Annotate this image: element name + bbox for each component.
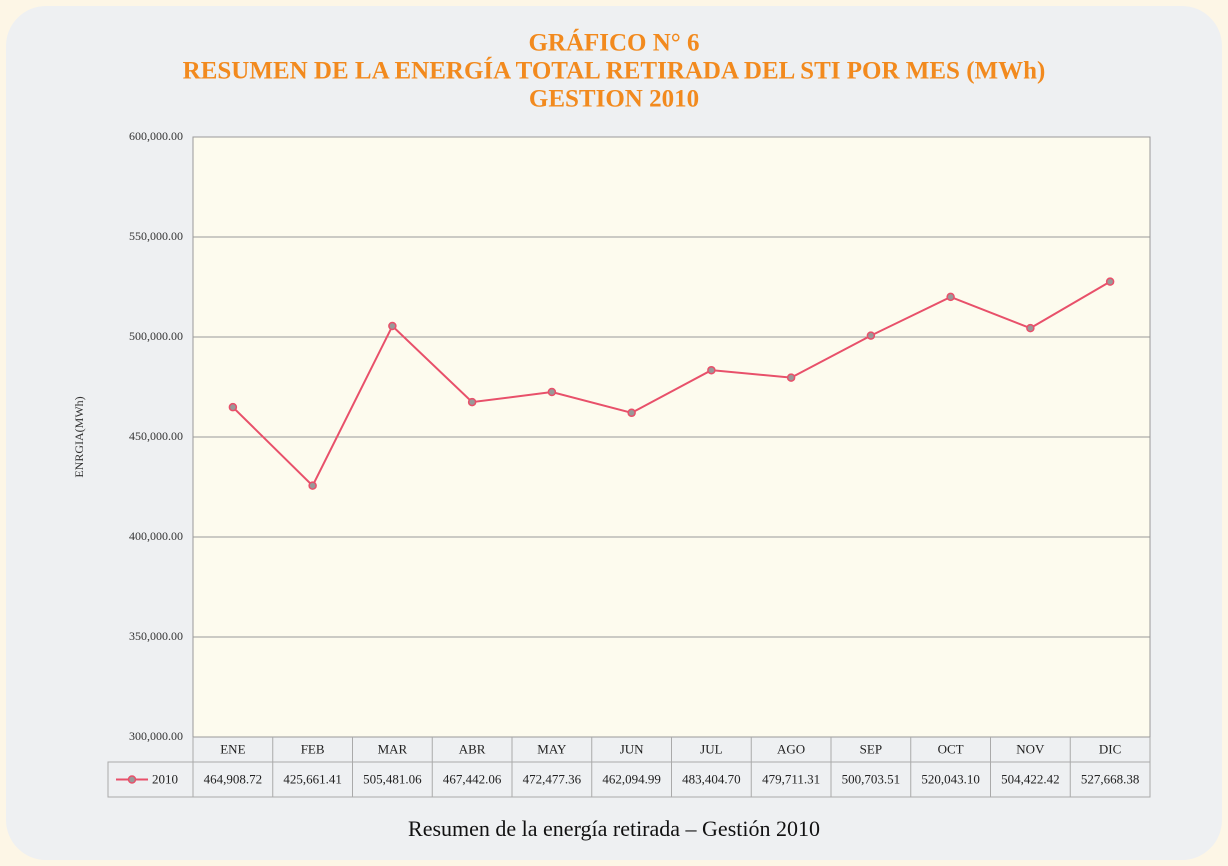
x-tick-label: DIC <box>1099 741 1121 756</box>
chart-subtitle: RESUMEN DE LA ENERGÍA TOTAL RETIRADA DEL… <box>183 57 1046 85</box>
data-point <box>946 292 955 302</box>
x-tick-label: OCT <box>938 741 964 756</box>
chart-title: GRÁFICO N° 6 <box>528 29 699 57</box>
data-point <box>1105 277 1115 286</box>
y-tick-label: 350,000.00 <box>129 629 183 643</box>
value-label: 483,404.70 <box>682 771 741 786</box>
x-tick-label: SEP <box>860 741 882 756</box>
y-tick-label: 600,000.00 <box>129 129 183 143</box>
y-tick-label: 550,000.00 <box>129 229 183 243</box>
data-point <box>228 402 238 412</box>
x-tick-label: ENE <box>220 741 245 756</box>
data-point <box>866 331 876 340</box>
data-point <box>627 408 636 418</box>
x-tick-label: FEB <box>301 741 325 756</box>
data-point <box>1026 323 1035 333</box>
data-point <box>388 321 397 331</box>
y-axis-label: ENRGIA(MWh) <box>72 396 86 477</box>
x-tick-label: ABR <box>459 741 486 756</box>
data-point <box>707 365 716 375</box>
y-tick-label: 400,000.00 <box>129 529 183 543</box>
data-point <box>308 481 317 490</box>
value-label: 500,703.51 <box>842 771 901 786</box>
value-label: 479,711.31 <box>762 771 820 786</box>
legend-marker <box>127 775 137 784</box>
x-tick-label: AGO <box>777 741 805 756</box>
value-label: 425,661.41 <box>283 771 342 786</box>
value-label: 520,043.10 <box>921 771 980 786</box>
x-tick-label: MAR <box>378 741 408 756</box>
value-label: 464,908.72 <box>204 771 263 786</box>
value-label: 467,442.06 <box>443 771 502 786</box>
data-point <box>467 397 477 407</box>
y-tick-label: 300,000.00 <box>129 729 183 743</box>
x-tick-label: NOV <box>1016 741 1045 756</box>
x-tick-label: JUL <box>700 741 722 756</box>
data-point <box>786 373 796 382</box>
value-label: 472,477.36 <box>523 771 582 786</box>
y-tick-label: 500,000.00 <box>129 329 183 343</box>
x-tick-label: MAY <box>537 741 567 756</box>
y-tick-label: 450,000.00 <box>129 429 183 443</box>
value-label: 504,422.42 <box>1001 771 1060 786</box>
value-label: 505,481.06 <box>363 771 422 786</box>
legend-label: 2010 <box>152 771 178 786</box>
series-line <box>232 280 1111 488</box>
value-label: 462,094.99 <box>602 771 661 786</box>
chart-subtitle: GESTION 2010 <box>529 86 699 113</box>
value-label: 527,668.38 <box>1081 771 1140 786</box>
x-tick-label: JUN <box>620 741 644 756</box>
caption: Resumen de la energía retirada – Gestión… <box>408 816 820 841</box>
data-point <box>547 387 557 397</box>
